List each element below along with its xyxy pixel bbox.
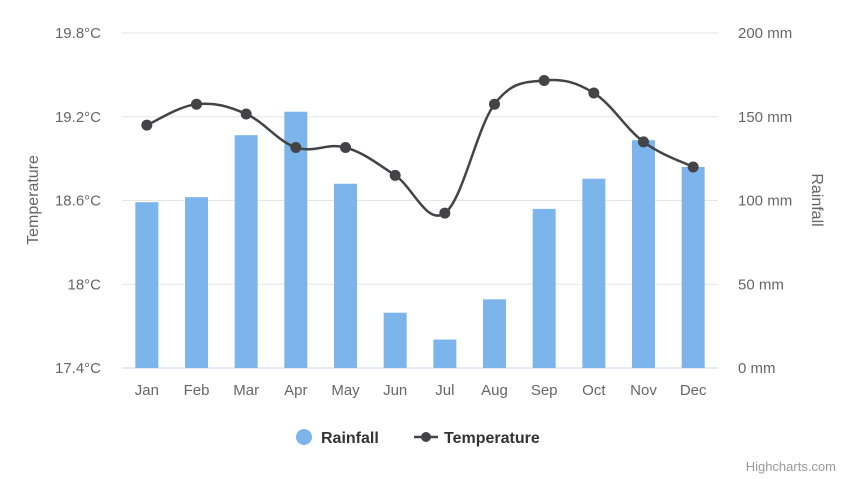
right-axis-title: Rainfall (808, 173, 825, 226)
left-tick-label: 17.4°C (55, 360, 101, 377)
temperature-point (638, 136, 649, 148)
temperature-point (588, 87, 600, 99)
legend: Rainfall Temperature (296, 429, 540, 447)
right-axis-ticks: 0 mm 50 mm 100 mm 150 mm 200 mm (738, 25, 792, 377)
legend-item-temperature[interactable]: Temperature (414, 430, 540, 447)
legend-item-rainfall[interactable]: Rainfall (296, 429, 379, 447)
rainfall-bar (681, 167, 705, 368)
left-tick-label: 19.2°C (55, 109, 101, 126)
rainfall-bars (135, 111, 705, 368)
temperature-point (290, 141, 302, 153)
rainfall-bar (483, 299, 506, 368)
temperature-point (141, 119, 153, 131)
temperature-point (489, 98, 500, 110)
x-tick-label: Aug (481, 382, 508, 399)
temperature-point (240, 108, 252, 120)
x-tick-label: Oct (582, 382, 606, 399)
temperature-point (538, 74, 550, 86)
legend-rainfall-label: Rainfall (321, 430, 379, 447)
x-axis-ticks: Jan Feb Mar Apr May Jun Jul Aug Sep Oct Nov Dec (135, 382, 707, 399)
left-tick-label: 19.8°C (55, 25, 101, 42)
temperature-line (146, 78, 694, 217)
right-tick-label: 0 mm (738, 360, 776, 377)
temperature-point (191, 98, 202, 110)
rainfall-bar (135, 202, 159, 368)
rainfall-bar (284, 111, 308, 368)
left-axis-ticks: 17.4°C 18°C 18.6°C 19.2°C 19.8°C (55, 25, 101, 377)
x-tick-label: Sep (531, 382, 558, 399)
temperature-point (340, 141, 351, 153)
x-tick-label: Nov (630, 382, 657, 399)
right-tick-label: 200 mm (738, 25, 792, 42)
x-tick-label: Jun (383, 382, 407, 399)
rainfall-bar (433, 339, 457, 368)
rainfall-bar (234, 135, 258, 368)
left-tick-label: 18.6°C (55, 193, 101, 210)
temperature-point (439, 207, 451, 219)
x-tick-label: Dec (680, 382, 707, 399)
legend-temperature-marker (421, 432, 431, 442)
right-tick-label: 50 mm (738, 276, 784, 293)
left-tick-label: 18°C (67, 276, 101, 293)
x-tick-label: Jul (435, 382, 454, 399)
right-tick-label: 150 mm (738, 109, 792, 126)
rainfall-bar (632, 140, 655, 368)
legend-rainfall-swatch (296, 429, 312, 445)
rainfall-bar (185, 197, 208, 368)
credits-link[interactable]: Highcharts.com (746, 459, 836, 474)
x-tick-label: Feb (184, 382, 210, 399)
rainfall-bar (334, 183, 357, 368)
left-axis-title: Temperature (25, 155, 42, 245)
right-tick-label: 100 mm (738, 193, 792, 210)
x-tick-label: May (331, 382, 360, 399)
grid-lines (122, 32, 718, 369)
x-tick-label: Jan (135, 382, 159, 399)
x-tick-label: Apr (284, 382, 307, 399)
rainfall-bar (582, 178, 606, 368)
temperature-points (141, 74, 699, 219)
temperature-point (389, 169, 401, 181)
x-tick-label: Mar (233, 382, 259, 399)
rainfall-bar (532, 208, 556, 368)
temperature-point (687, 161, 699, 173)
legend-temperature-label: Temperature (444, 430, 540, 447)
rainfall-bar (383, 312, 407, 368)
